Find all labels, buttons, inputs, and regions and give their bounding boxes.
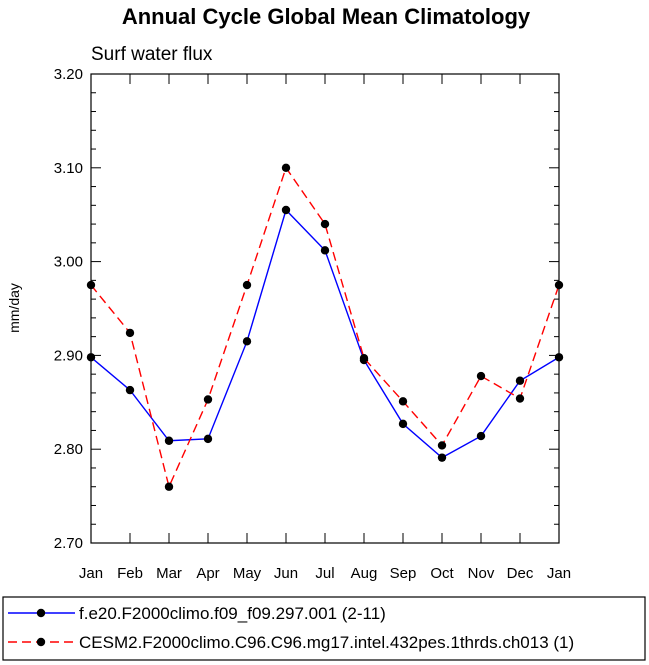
- legend: f.e20.F2000climo.f09_f09.297.001 (2-11) C…: [2, 596, 646, 661]
- data-point: [203, 434, 213, 444]
- data-point: [437, 441, 447, 450]
- x-tick-label: Feb: [117, 565, 143, 582]
- series-line-2: [90, 166, 560, 489]
- chart-title: Annual Cycle Global Mean Climatology: [122, 4, 531, 29]
- legend-box: [2, 596, 646, 661]
- data-point: [86, 280, 96, 290]
- x-tick-label: Mar: [156, 565, 182, 582]
- data-point: [554, 280, 564, 290]
- x-tick-label: Jul: [315, 565, 334, 582]
- data-point: [164, 436, 174, 445]
- data-point: [398, 419, 408, 429]
- chart-subtitle: Surf water flux: [91, 44, 213, 65]
- y-tick-label: 2.80: [54, 441, 83, 458]
- data-point: [554, 353, 564, 362]
- x-tick-label: Aug: [351, 565, 378, 582]
- x-tick-label: Jun: [274, 565, 298, 582]
- data-point: [476, 371, 486, 381]
- y-tick-label: 3.00: [54, 254, 83, 271]
- legend-label-1: f.e20.F2000climo.f09_f09.297.001 (2-11): [79, 604, 386, 623]
- data-point: [437, 453, 447, 462]
- data-point: [242, 337, 252, 346]
- data-point: [320, 246, 330, 255]
- data-point: [515, 376, 525, 385]
- data-point: [203, 395, 213, 404]
- x-tick-label: Jan: [79, 565, 103, 582]
- data-point: [515, 394, 525, 403]
- legend-label-2: CESM2.F2000climo.C96.C96.mg17.intel.432p…: [79, 633, 574, 652]
- x-tick-label: Oct: [430, 565, 454, 582]
- y-tick-label: 3.20: [54, 66, 83, 83]
- y-tick-label: 3.10: [54, 160, 83, 177]
- data-point: [281, 163, 291, 172]
- x-tick-label: Jan: [547, 565, 571, 582]
- y-axis-label: mm/day: [6, 283, 22, 333]
- plot-area: 2.70 2.80 2.90 3.00 3.10 3.20 Jan Feb Mar Apr May J…: [54, 66, 571, 582]
- x-tick-label: Apr: [196, 565, 219, 582]
- data-point: [164, 482, 174, 491]
- x-tick-label: Sep: [390, 565, 417, 582]
- y-tick-label: 2.70: [54, 535, 83, 552]
- data-point: [242, 280, 252, 290]
- y-tick-label: 2.90: [54, 347, 83, 364]
- data-point: [86, 353, 96, 362]
- x-tick-label: Nov: [468, 565, 495, 582]
- data-point: [281, 205, 291, 215]
- data-point: [398, 397, 408, 406]
- data-point: [125, 328, 135, 338]
- plot-frame: [90, 73, 560, 544]
- data-point: [125, 385, 135, 395]
- x-tick-label: May: [233, 565, 262, 582]
- data-point: [320, 219, 330, 229]
- data-point: [359, 354, 369, 363]
- legend-marker: [36, 637, 46, 647]
- x-tick-label: Dec: [507, 565, 534, 582]
- legend-marker: [36, 608, 46, 618]
- data-point: [476, 431, 486, 441]
